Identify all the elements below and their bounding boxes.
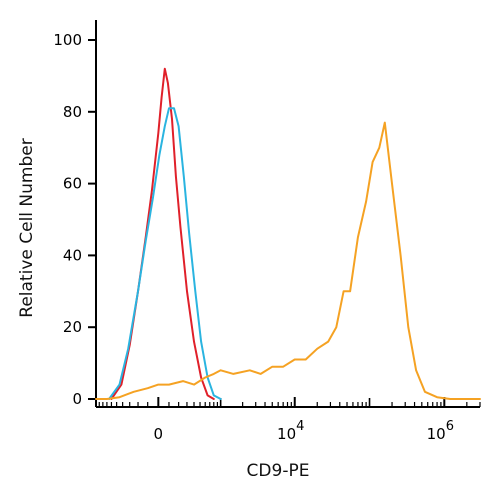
y-tick-label: 100 xyxy=(53,31,82,49)
y-tick-label: 0 xyxy=(72,390,82,408)
y-axis-ticks: 0 20 40 60 80 100 xyxy=(53,31,96,408)
histogram-series-2 xyxy=(108,107,222,400)
x-axis-label: CD9-PE xyxy=(247,461,310,481)
histogram-series-1 xyxy=(110,67,215,400)
x-tick-label: 104 xyxy=(277,419,304,443)
y-tick-label: 40 xyxy=(63,246,82,264)
x-axis-ticks: 0 104 106 xyxy=(98,397,481,443)
x-tick-label: 0 xyxy=(154,425,164,443)
x-tick-label: 106 xyxy=(427,419,454,443)
y-tick-label: 60 xyxy=(63,175,82,193)
y-tick-label: 20 xyxy=(63,318,82,336)
y-tick-label: 80 xyxy=(63,103,82,121)
axis-frame xyxy=(95,20,480,408)
histogram-curves xyxy=(95,67,481,400)
y-axis-label: Relative Cell Number xyxy=(17,138,37,317)
histogram-series-3 xyxy=(95,121,481,400)
